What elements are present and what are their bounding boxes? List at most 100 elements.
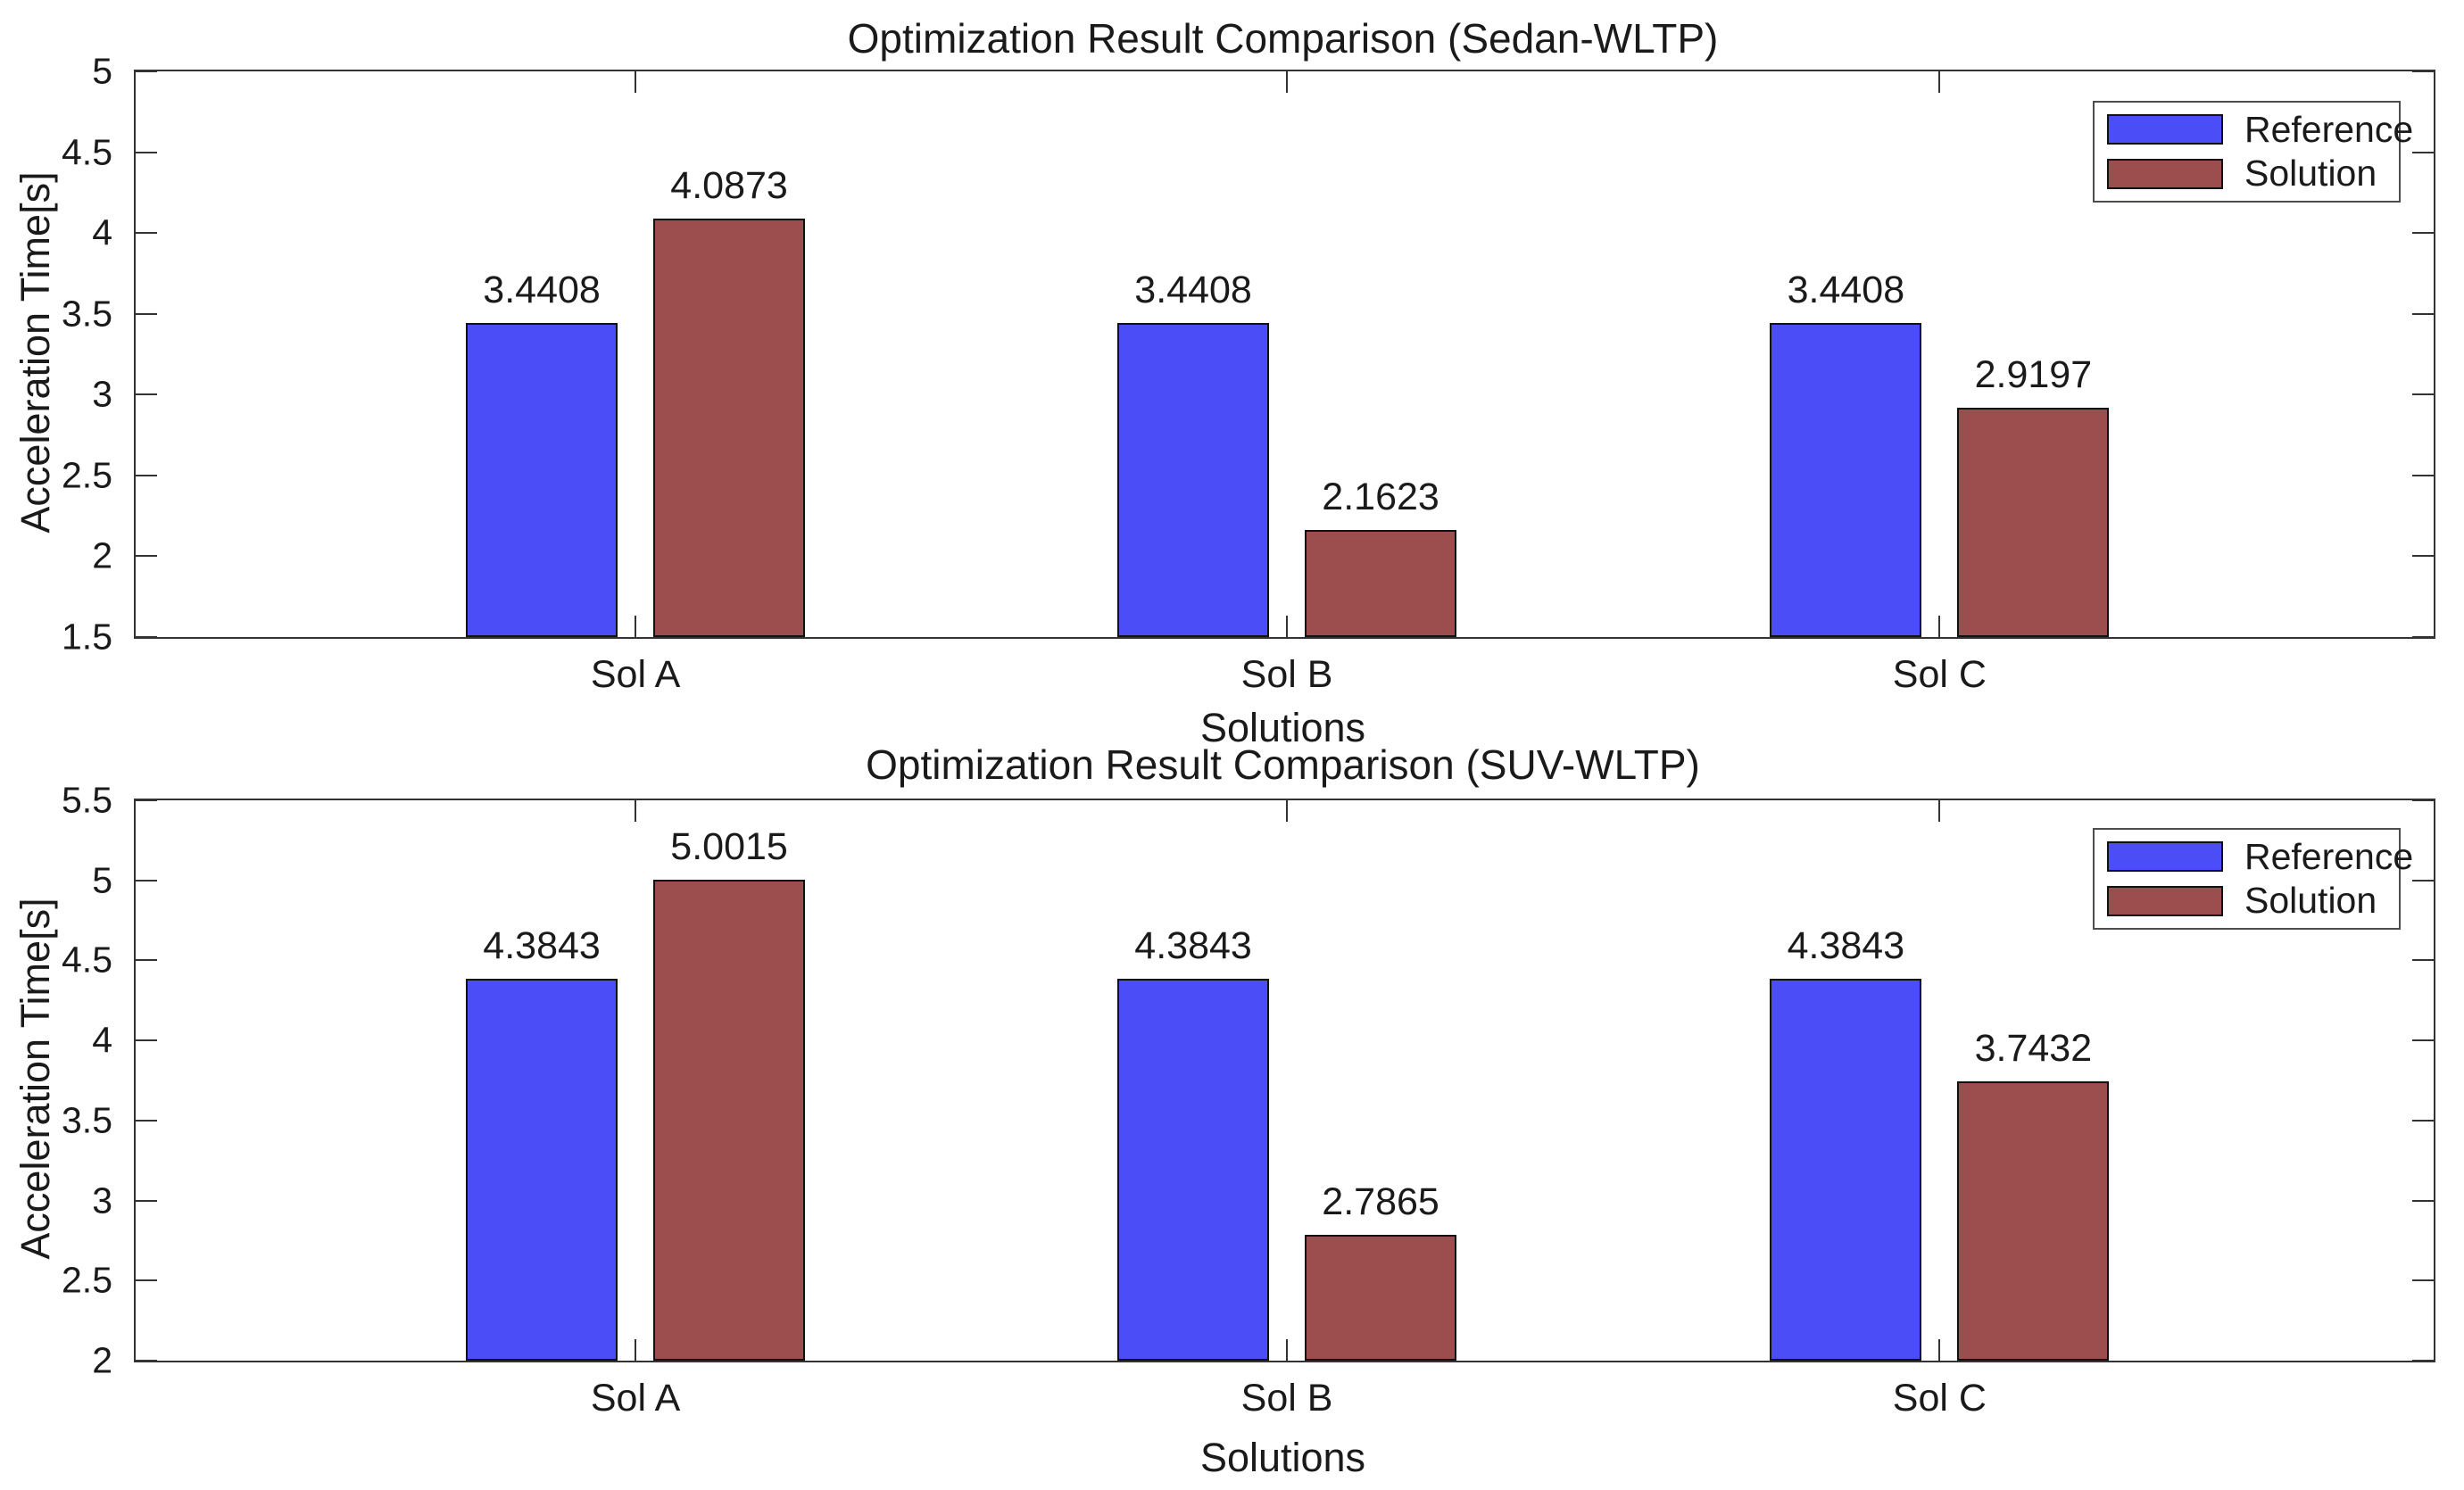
y-tick-mark <box>136 70 157 72</box>
legend-label-reference: Reference <box>2244 108 2414 150</box>
bar-reference-sol-b <box>1117 979 1270 1361</box>
y-tick-mark <box>136 1119 157 1122</box>
bar-solution-sol-a <box>653 880 806 1361</box>
y-tick-label: 3.5 <box>62 1099 112 1141</box>
x-tick-mark <box>1286 1339 1289 1361</box>
y-tick-label: 2.5 <box>62 454 112 496</box>
y-tick-label: 2 <box>92 534 112 576</box>
legend-swatch-solution <box>2107 158 2223 189</box>
axes-suv: 2 2.5 3 3.5 4 4.5 5 5.5 Sol A 4.3843 5.0015 Sol B 4.… <box>62 780 2435 1420</box>
bar-reference-sol-b <box>1117 323 1270 637</box>
y-tick-mark <box>2412 1199 2434 1202</box>
y-tick-mark <box>2412 1279 2434 1282</box>
x-tick-label: Sol C <box>1892 1377 1987 1420</box>
x-tick-mark <box>1286 800 1289 822</box>
x-tick-label: Sol A <box>590 653 681 696</box>
bar-value-label-solution-sol-a: 4.0873 <box>670 164 788 208</box>
x-tick-mark <box>635 800 637 822</box>
x-tick-mark <box>1938 1339 1941 1361</box>
y-tick-mark <box>2412 393 2434 396</box>
y-tick-mark <box>136 636 157 638</box>
bar-value-label-solution-sol-a: 5.0015 <box>670 825 788 869</box>
y-tick-label: 3.5 <box>62 293 112 335</box>
x-tick-mark <box>635 1339 637 1361</box>
bar-value-label-solution-sol-b: 2.7865 <box>1322 1180 1439 1223</box>
legend-entry-solution: Solution <box>2107 880 2386 922</box>
y-tick-label: 1.5 <box>62 616 112 658</box>
legend-swatch-solution <box>2107 885 2223 916</box>
legend-swatch-reference <box>2107 114 2223 145</box>
y-tick-mark <box>136 1039 157 1042</box>
bar-solution-sol-a <box>653 219 806 637</box>
bar-value-label-reference-sol-a: 3.4408 <box>483 269 601 312</box>
legend-entry-reference: Reference <box>2107 109 2413 151</box>
y-tick-mark <box>136 799 157 801</box>
bar-solution-sol-b <box>1305 530 1457 637</box>
legend-sedan: Reference Solution <box>2093 101 2413 203</box>
bar-value-label-solution-sol-b: 2.1623 <box>1322 476 1439 519</box>
axes-sedan: 1.5 2 2.5 3 3.5 4 4.5 5 Sol A 3.4408 4.0873 Sol B 3.… <box>62 51 2435 696</box>
x-tick-mark <box>1286 616 1289 637</box>
bar-reference-sol-c <box>1770 979 1922 1361</box>
y-tick-mark <box>2412 474 2434 476</box>
chart-title-suv: Optimization Result Comparison (SUV-WLTP… <box>866 741 1700 788</box>
y-tick-label: 3 <box>92 373 112 415</box>
x-axis-label-sedan: Solutions <box>1199 705 1366 750</box>
y-tick-mark <box>136 232 157 235</box>
x-tick-label: Sol C <box>1892 653 1987 696</box>
legend-label-solution: Solution <box>2244 880 2377 922</box>
y-tick-mark <box>136 555 157 558</box>
y-tick-mark <box>2412 151 2434 153</box>
y-tick-mark <box>136 474 157 476</box>
y-tick-label: 5 <box>92 859 112 901</box>
x-tick-mark <box>1286 71 1289 93</box>
y-tick-mark <box>2412 959 2434 962</box>
y-tick-mark <box>2412 70 2434 72</box>
x-tick-mark <box>635 71 637 93</box>
bar-value-label-solution-sol-c: 3.7432 <box>1974 1027 2093 1071</box>
y-tick-mark <box>2412 1360 2434 1362</box>
bar-reference-sol-a <box>466 979 618 1361</box>
y-tick-mark <box>136 959 157 962</box>
legend-suv: Reference Solution <box>2093 828 2413 930</box>
legend-entry-solution: Solution <box>2107 153 2386 195</box>
bar-value-label-reference-sol-c: 4.3843 <box>1787 924 1905 968</box>
bar-value-label-solution-sol-c: 2.9197 <box>1974 352 2093 396</box>
y-tick-mark <box>2412 1039 2434 1042</box>
y-tick-mark <box>136 393 157 396</box>
y-tick-label: 4 <box>92 1019 112 1061</box>
legend-label-solution: Solution <box>2244 153 2377 195</box>
y-tick-label: 4.5 <box>62 131 112 173</box>
y-tick-mark <box>136 1199 157 1202</box>
y-tick-mark <box>136 312 157 315</box>
y-tick-mark <box>136 1360 157 1362</box>
chart-title-sedan: Optimization Result Comparison (Sedan-WL… <box>847 15 1719 62</box>
y-tick-label: 5 <box>92 50 112 92</box>
y-tick-mark <box>2412 555 2434 558</box>
y-tick-mark <box>136 151 157 153</box>
x-tick-label: Sol A <box>590 1377 681 1420</box>
bar-reference-sol-c <box>1770 323 1922 637</box>
bar-solution-sol-c <box>1957 407 2110 637</box>
y-tick-mark <box>2412 232 2434 235</box>
y-axis-label-suv: Acceleration Time[s] <box>12 898 58 1260</box>
x-tick-mark <box>1938 616 1941 637</box>
bar-value-label-reference-sol-a: 4.3843 <box>483 924 601 968</box>
bar-solution-sol-c <box>1957 1081 2110 1361</box>
y-tick-label: 5.5 <box>62 779 112 821</box>
legend-label-reference: Reference <box>2244 835 2414 877</box>
x-tick-mark <box>1938 71 1941 93</box>
legend-entry-reference: Reference <box>2107 836 2413 878</box>
y-tick-label: 2.5 <box>62 1259 112 1301</box>
x-tick-label: Sol B <box>1240 1377 1333 1420</box>
y-tick-label: 4 <box>92 211 112 253</box>
y-tick-mark <box>2412 312 2434 315</box>
y-tick-label: 4.5 <box>62 939 112 981</box>
y-tick-label: 3 <box>92 1180 112 1221</box>
y-tick-mark <box>2412 879 2434 882</box>
y-tick-label: 2 <box>92 1339 112 1381</box>
bar-solution-sol-b <box>1305 1234 1457 1361</box>
y-tick-mark <box>2412 636 2434 638</box>
x-tick-mark <box>1938 800 1941 822</box>
